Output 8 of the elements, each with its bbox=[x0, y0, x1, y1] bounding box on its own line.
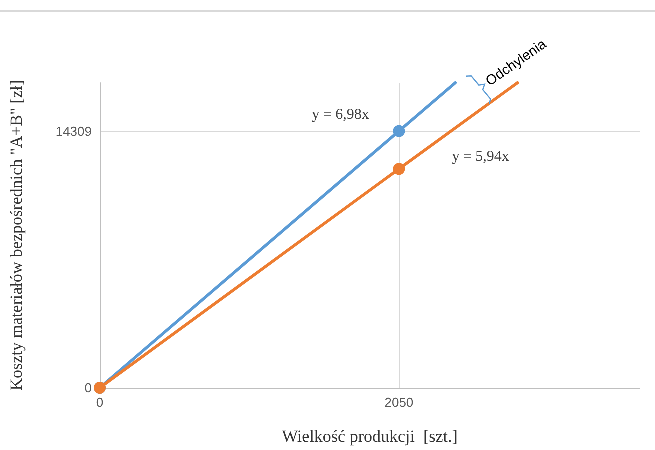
y-tick-label: 14309 bbox=[56, 124, 92, 139]
x-tick-label: 2050 bbox=[384, 395, 414, 410]
annotation: y = 5,94x bbox=[452, 149, 510, 166]
y-axis-title: Koszty materiałów bezpośrednich "A+B" [zł] bbox=[7, 80, 26, 391]
annotation: y = 6,98x bbox=[312, 107, 370, 124]
x-axis-title: Wielkość produkcji [szt.] bbox=[282, 427, 458, 446]
point bbox=[393, 125, 406, 138]
point bbox=[393, 163, 406, 176]
